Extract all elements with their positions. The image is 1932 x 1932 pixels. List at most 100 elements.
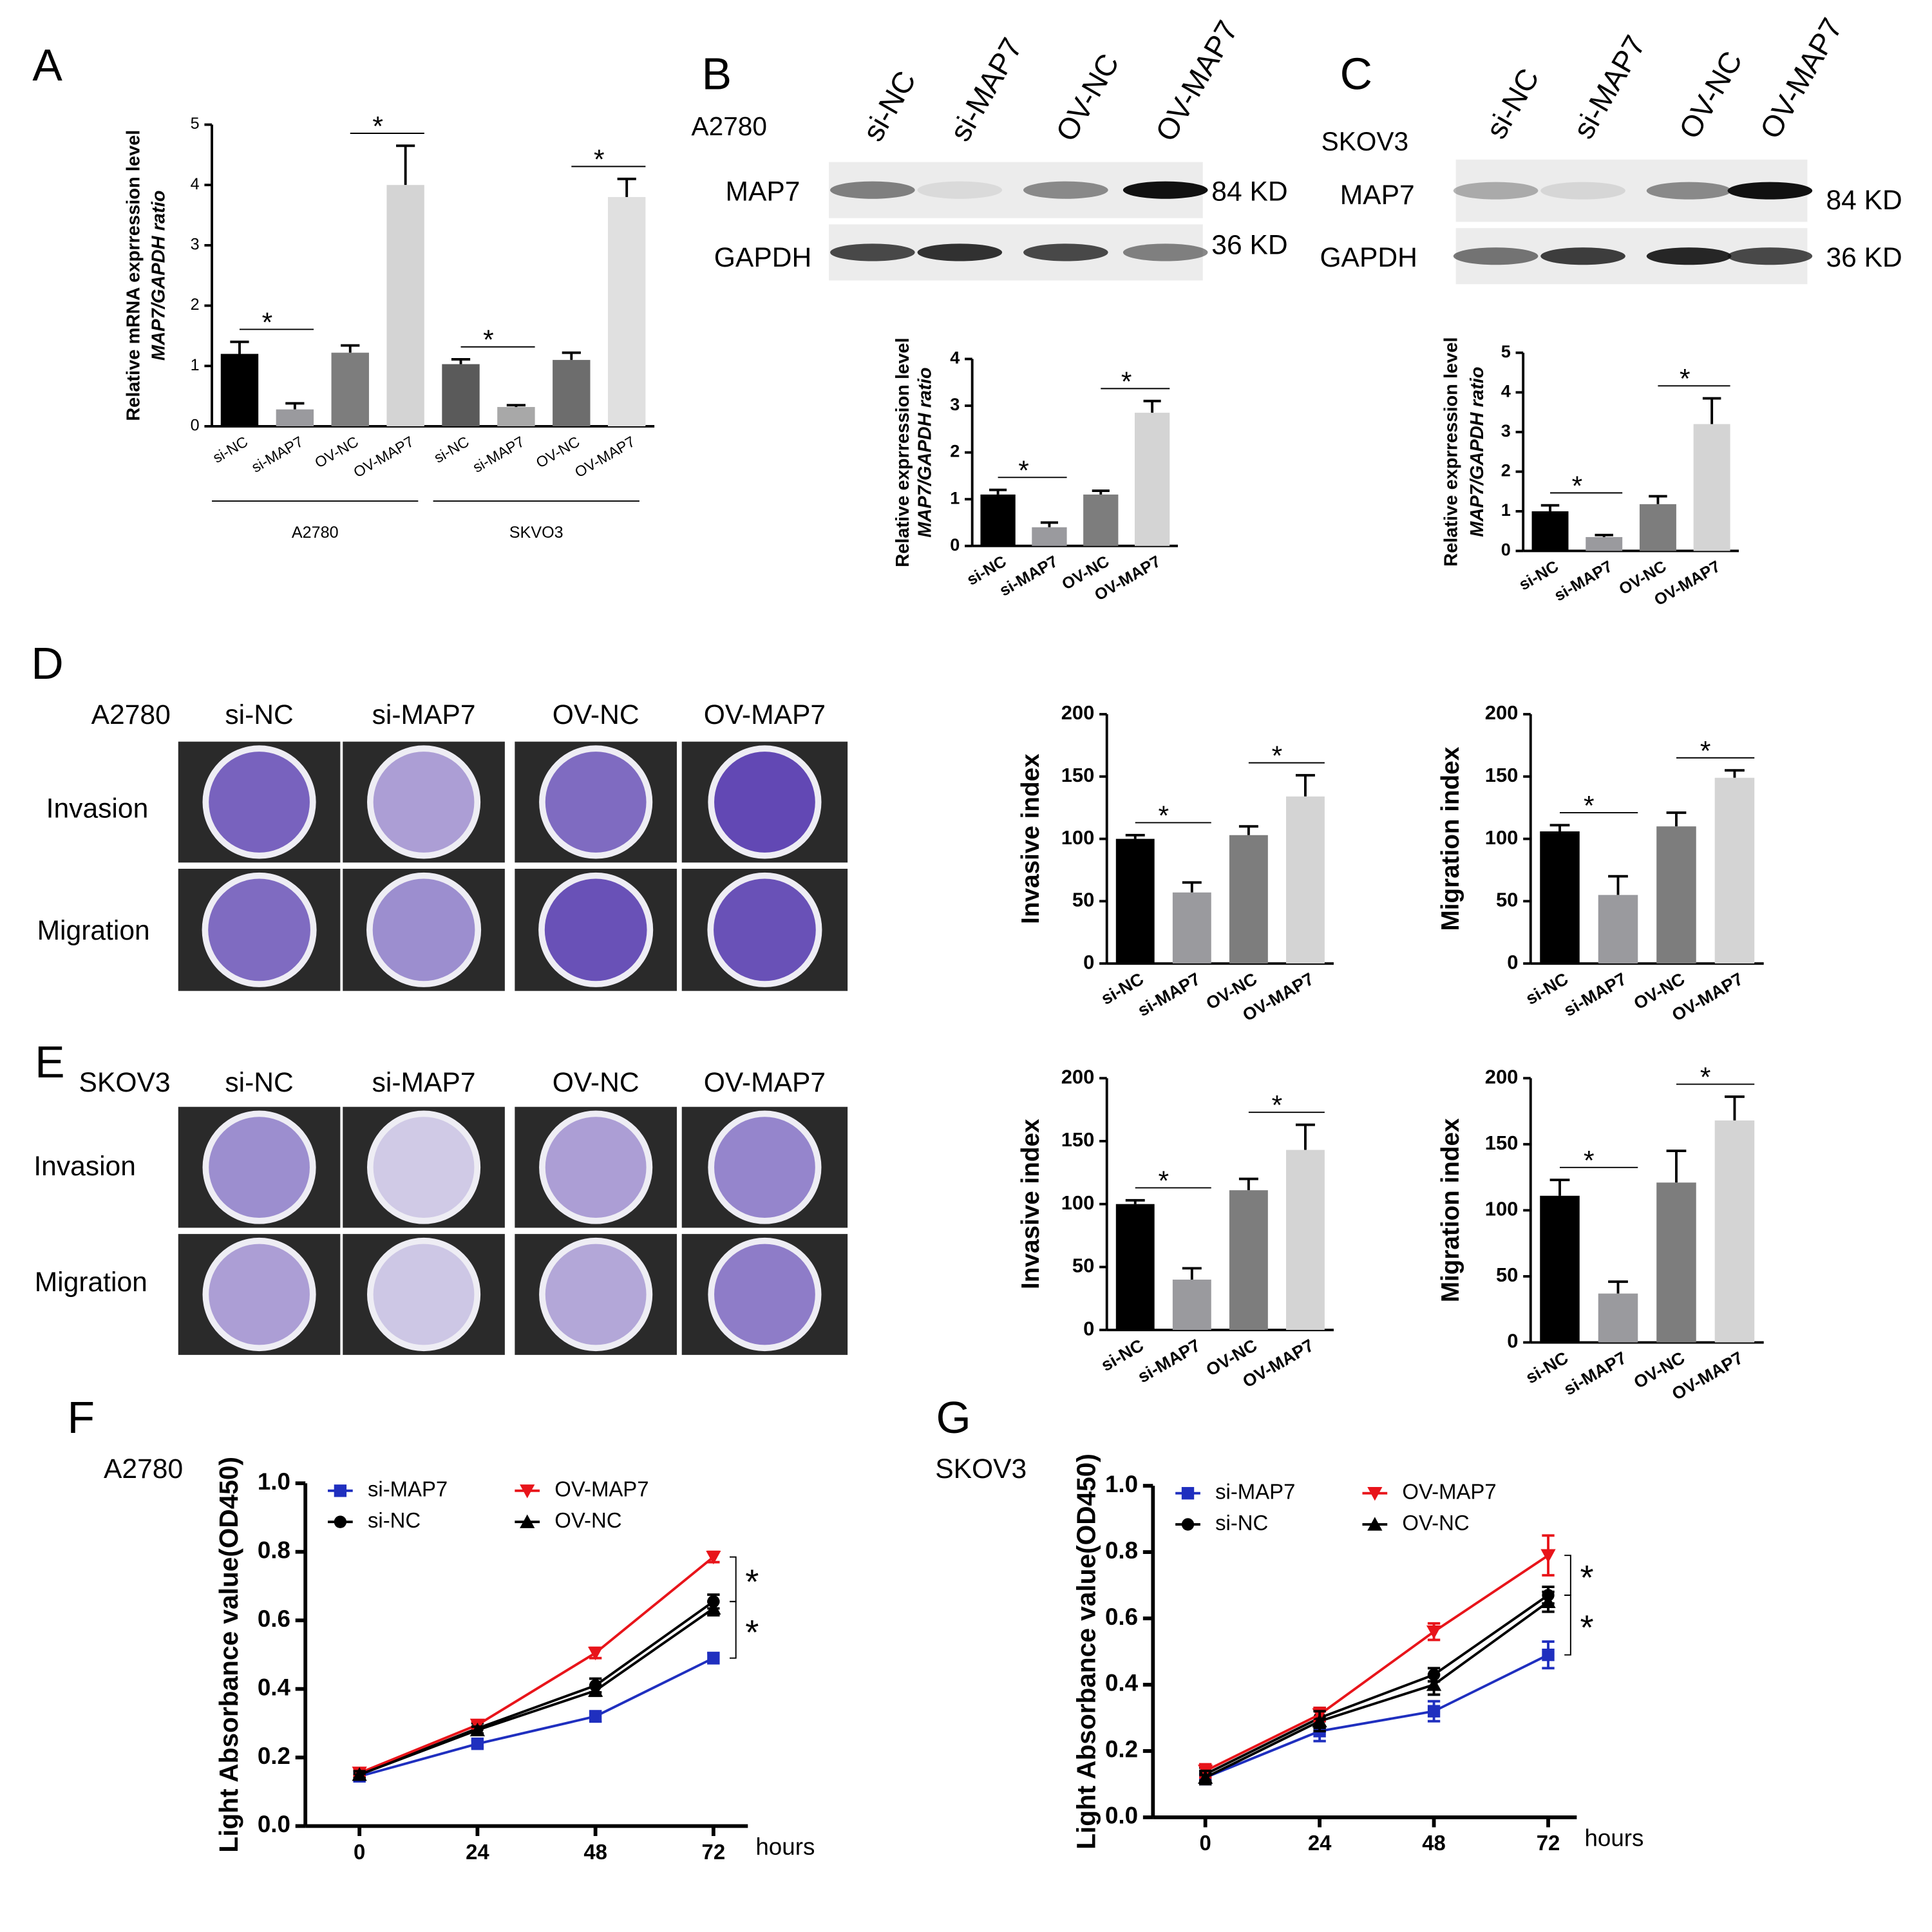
legend-label: OV-MAP7 bbox=[554, 1477, 649, 1501]
y-tick-label: 1.0 bbox=[1105, 1471, 1138, 1497]
bar bbox=[1656, 1182, 1696, 1343]
well-stain bbox=[209, 1244, 310, 1345]
bar bbox=[1639, 504, 1676, 551]
y-tick-label: 0 bbox=[1083, 951, 1094, 973]
y-tick-label: 200 bbox=[1485, 1065, 1519, 1088]
y-tick-label: 0.2 bbox=[258, 1743, 290, 1769]
point bbox=[588, 1683, 603, 1697]
well-stain bbox=[373, 1244, 475, 1345]
significance-label: * bbox=[745, 1562, 759, 1601]
point bbox=[706, 1600, 721, 1615]
well bbox=[367, 1237, 481, 1352]
y-tick-label: 0.6 bbox=[258, 1605, 290, 1632]
cell-line-label: A2780 bbox=[692, 111, 767, 141]
well bbox=[367, 1110, 481, 1224]
legend-marker bbox=[1181, 1487, 1195, 1500]
group-label: A2780 bbox=[292, 524, 339, 542]
x-tick-label: si-MAP7 bbox=[1551, 557, 1616, 605]
x-tick-label: 48 bbox=[1422, 1831, 1446, 1855]
x-tick-label: 0 bbox=[1200, 1831, 1211, 1855]
x-tick-label: si-MAP7 bbox=[1134, 1335, 1204, 1387]
point bbox=[1198, 1770, 1213, 1784]
y-tick-label: 200 bbox=[1061, 701, 1095, 724]
y-tick-label: 50 bbox=[1072, 889, 1094, 911]
legend-label: si-MAP7 bbox=[368, 1477, 448, 1501]
y-tick-label: 50 bbox=[1496, 1264, 1518, 1286]
y-axis-label: Invasive index bbox=[1017, 1119, 1045, 1289]
y-tick-label: 3 bbox=[1501, 421, 1511, 440]
y-tick-label: 0.0 bbox=[1105, 1803, 1138, 1829]
point bbox=[1540, 1594, 1556, 1608]
y-tick-label: 200 bbox=[1061, 1065, 1095, 1088]
bar bbox=[1540, 831, 1580, 964]
y-tick-label: 100 bbox=[1061, 1191, 1095, 1214]
bar bbox=[1172, 1279, 1211, 1331]
panel-label: F bbox=[68, 1392, 95, 1443]
y-tick-label: 0.4 bbox=[1105, 1670, 1139, 1696]
cell-line-label: SKOV3 bbox=[1321, 126, 1408, 156]
legend-label: si-NC bbox=[368, 1508, 421, 1532]
y-tick-label: 4 bbox=[1501, 381, 1511, 401]
bar bbox=[1134, 412, 1170, 546]
band-size: 84 KD bbox=[1826, 185, 1902, 216]
column-label: OV-MAP7 bbox=[704, 699, 826, 730]
y-axis-label: Relative exprression level bbox=[1441, 337, 1462, 566]
bar bbox=[497, 406, 535, 426]
y-tick-label: 0 bbox=[1501, 540, 1511, 560]
bar bbox=[220, 354, 259, 426]
y-tick-label: 0 bbox=[1083, 1317, 1094, 1340]
lane-label: si-MAP7 bbox=[943, 32, 1029, 147]
lane-label: si-MAP7 bbox=[1566, 30, 1652, 144]
band-size: 36 KD bbox=[1211, 229, 1287, 260]
cell-line-label: SKOV3 bbox=[79, 1067, 171, 1098]
point bbox=[589, 1710, 602, 1723]
blot-band bbox=[917, 243, 1003, 261]
y-tick-label: 2 bbox=[191, 296, 200, 314]
bar bbox=[331, 352, 369, 426]
significance-bracket bbox=[730, 1600, 737, 1659]
x-tick-label: si-NC bbox=[431, 433, 471, 466]
well-stain bbox=[714, 878, 816, 981]
bar bbox=[1172, 892, 1211, 964]
x-tick-label: si-MAP7 bbox=[249, 433, 306, 475]
blot-band bbox=[1023, 243, 1108, 261]
bar bbox=[1285, 1150, 1325, 1331]
well bbox=[367, 745, 481, 859]
well-stain bbox=[208, 878, 310, 981]
legend-label: si-MAP7 bbox=[1215, 1479, 1295, 1503]
y-tick-label: 3 bbox=[191, 236, 200, 254]
x-tick-label: OV-MAP7 bbox=[350, 433, 416, 480]
well-stain bbox=[373, 752, 475, 853]
legend-label: OV-MAP7 bbox=[1402, 1479, 1496, 1503]
y-tick-label: 100 bbox=[1485, 1198, 1519, 1220]
well-stain bbox=[544, 878, 647, 981]
point bbox=[469, 1722, 486, 1737]
legend-marker bbox=[334, 1515, 347, 1528]
column-label: OV-NC bbox=[553, 699, 639, 730]
panel-label: G bbox=[936, 1392, 971, 1443]
protein-label: GAPDH bbox=[714, 242, 811, 273]
y-tick-label: 0 bbox=[191, 417, 200, 435]
bar bbox=[1115, 838, 1155, 964]
series-line bbox=[1204, 1554, 1549, 1772]
lane-label: si-NC bbox=[1479, 63, 1546, 145]
y-axis-label: Migration index bbox=[1437, 1118, 1464, 1302]
y-tick-label: 50 bbox=[1072, 1255, 1094, 1277]
blot-band bbox=[1023, 181, 1108, 199]
bar bbox=[1598, 1293, 1638, 1343]
blot-band bbox=[1540, 247, 1625, 265]
well-stain bbox=[545, 1244, 647, 1345]
y-tick-label: 0 bbox=[1507, 1330, 1518, 1352]
point bbox=[1427, 1705, 1441, 1718]
bar bbox=[276, 409, 314, 426]
bar bbox=[1540, 1195, 1580, 1343]
x-tick-label: 72 bbox=[1537, 1831, 1560, 1855]
blot-band bbox=[1453, 247, 1539, 265]
row-label: Migration bbox=[35, 1267, 147, 1298]
series-line bbox=[359, 1556, 715, 1774]
column-label: si-MAP7 bbox=[372, 699, 476, 730]
well-stain bbox=[714, 1244, 815, 1345]
lane-label: OV-NC bbox=[1672, 46, 1749, 144]
point bbox=[1312, 1714, 1327, 1728]
